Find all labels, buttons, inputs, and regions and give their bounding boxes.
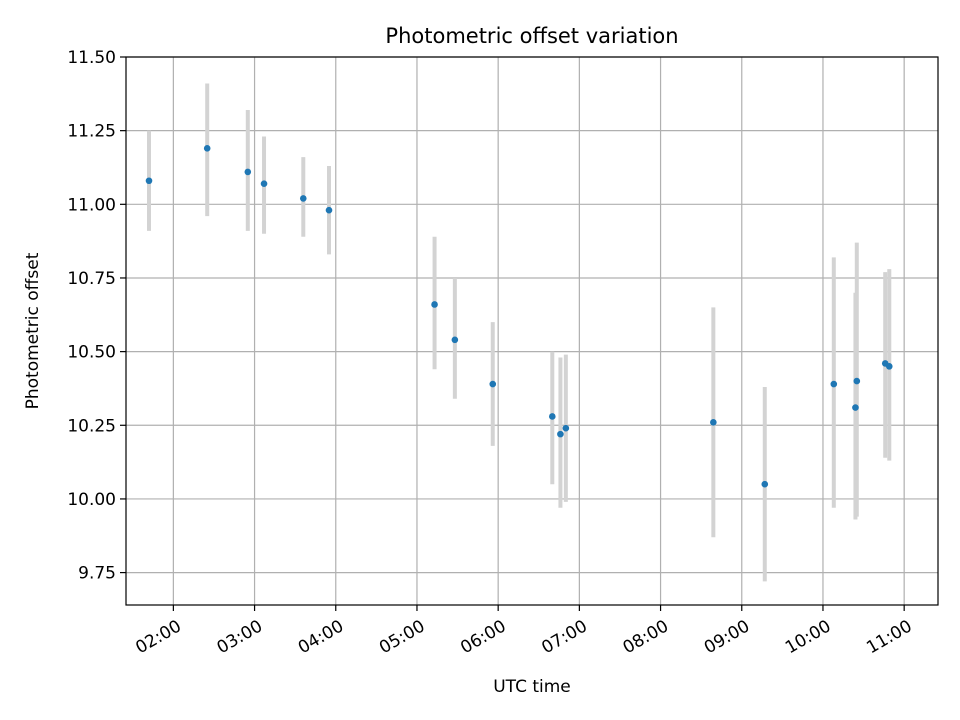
y-tick-label: 10.25	[67, 416, 116, 436]
y-tick-label: 9.75	[78, 564, 116, 584]
data-point	[761, 480, 769, 488]
y-tick-label: 11.50	[67, 48, 116, 68]
data-point	[885, 363, 893, 370]
y-tick-label: 11.25	[67, 122, 116, 142]
data-point	[830, 380, 838, 388]
chart-title: Photometric offset variation	[385, 24, 678, 48]
data-point	[852, 404, 859, 411]
data-point	[853, 377, 861, 385]
data-point	[431, 301, 438, 308]
data-point	[145, 177, 153, 185]
data-point	[489, 380, 497, 388]
data-point	[557, 430, 564, 438]
data-point	[451, 336, 459, 344]
y-tick-label: 11.00	[67, 195, 116, 215]
y-tick-label: 10.50	[67, 343, 116, 363]
grid	[126, 56, 938, 605]
data-point	[549, 413, 556, 420]
data-point	[244, 168, 252, 176]
y-axis-label: Photometric offset	[23, 252, 43, 409]
y-tick-label: 10.75	[67, 269, 116, 289]
data-point	[710, 419, 717, 426]
data-points	[145, 145, 893, 488]
plot-frame	[125, 56, 939, 606]
data-point	[325, 206, 333, 214]
y-tick-label: 10.00	[67, 490, 116, 510]
x-axis-label: UTC time	[493, 677, 571, 697]
data-point	[299, 195, 307, 202]
data-point	[562, 424, 570, 432]
data-point	[260, 180, 268, 187]
data-point	[203, 145, 211, 152]
